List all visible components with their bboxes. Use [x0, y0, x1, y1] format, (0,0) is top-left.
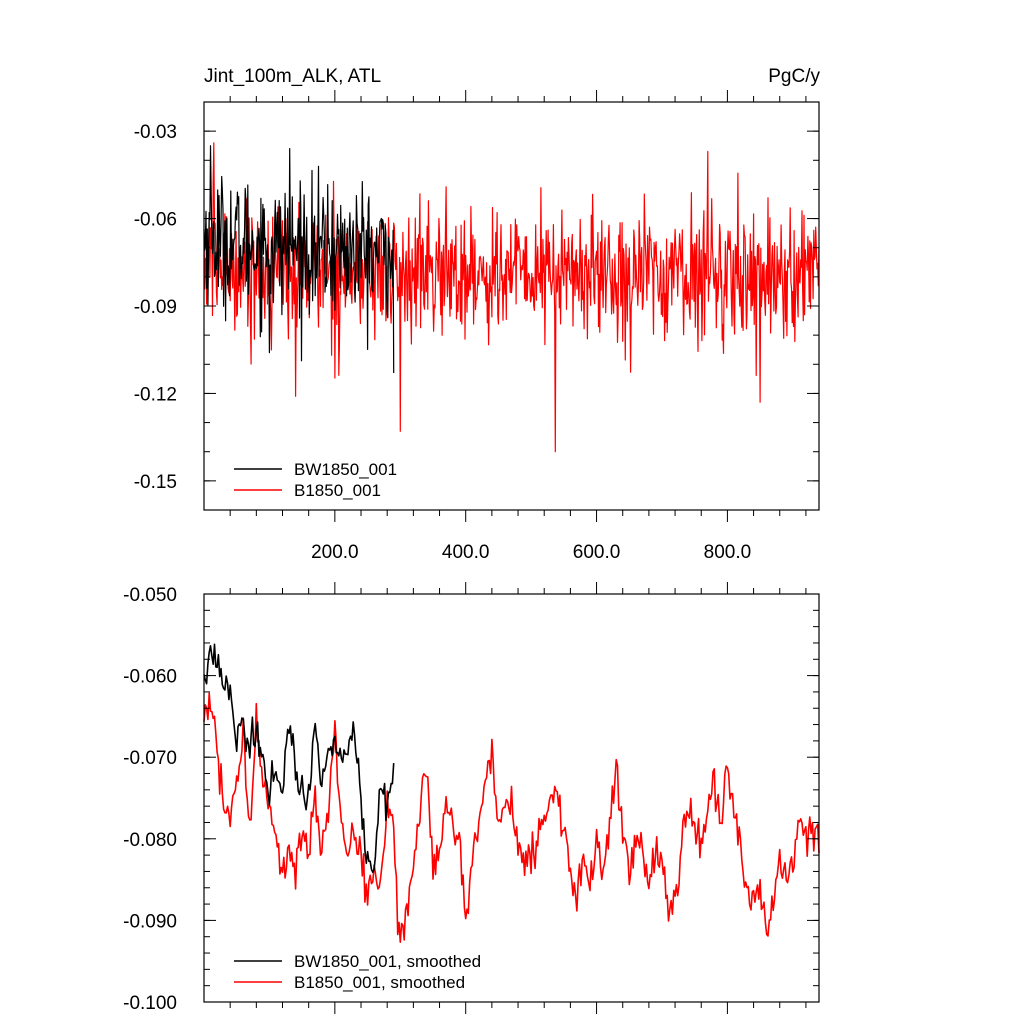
- bottom-panel: -0.050 -0.060 -0.070 -0.080 -0.090 -0.100 BW1…: [123, 582, 820, 1014]
- top-plot-frame: [203, 101, 820, 511]
- y-tick-label: -0.070: [123, 748, 177, 769]
- bottom-legend: BW1850_001, smoothed B1850_001, smoothed: [234, 952, 481, 992]
- y-tick-label: -0.03: [134, 122, 177, 143]
- top-legend: BW1850_001 B1850_001: [234, 460, 397, 500]
- y-tick-label: -0.06: [134, 210, 177, 231]
- top-panel: Jint_100m_ALK, ATL PgC/y -0.03 -0.06 -0.09…: [134, 66, 821, 563]
- legend-label-b1850: B1850_001: [294, 481, 381, 500]
- bottom-plot-frame: [203, 593, 820, 1003]
- y-tick-label: -0.050: [123, 585, 177, 606]
- y-tick-label: -0.080: [123, 830, 177, 851]
- legend-label-bw1850: BW1850_001: [294, 460, 397, 479]
- series-line-bw1850: [203, 145, 395, 374]
- y-tick-label: -0.15: [134, 472, 177, 493]
- y-tick-label: -0.060: [123, 667, 177, 688]
- y-tick-label: -0.12: [134, 384, 177, 405]
- series-line-bw1850-smoothed: [203, 643, 395, 874]
- x-tick-label: 200.0: [311, 542, 359, 563]
- series-line-b1850-smoothed: [203, 692, 820, 944]
- chart-title: Jint_100m_ALK, ATL: [204, 66, 381, 87]
- series-line-b1850: [203, 142, 820, 453]
- y-tick-label: -0.09: [134, 297, 177, 318]
- x-tick-label: 800.0: [704, 542, 752, 563]
- top-ticks-group: -0.03 -0.06 -0.09 -0.12 -0.15 200.0 400.0 600.0…: [134, 90, 819, 563]
- x-tick-label: 400.0: [442, 542, 490, 563]
- top-series-group: [203, 142, 820, 453]
- legend-label-b1850-smoothed: B1850_001, smoothed: [294, 973, 465, 992]
- legend-label-bw1850-smoothed: BW1850_001, smoothed: [294, 952, 481, 971]
- y-tick-label: -0.100: [123, 993, 177, 1014]
- bottom-series-group: [203, 643, 820, 944]
- chart-units: PgC/y: [768, 66, 820, 87]
- y-tick-label: -0.090: [123, 911, 177, 932]
- x-tick-label: 600.0: [573, 542, 621, 563]
